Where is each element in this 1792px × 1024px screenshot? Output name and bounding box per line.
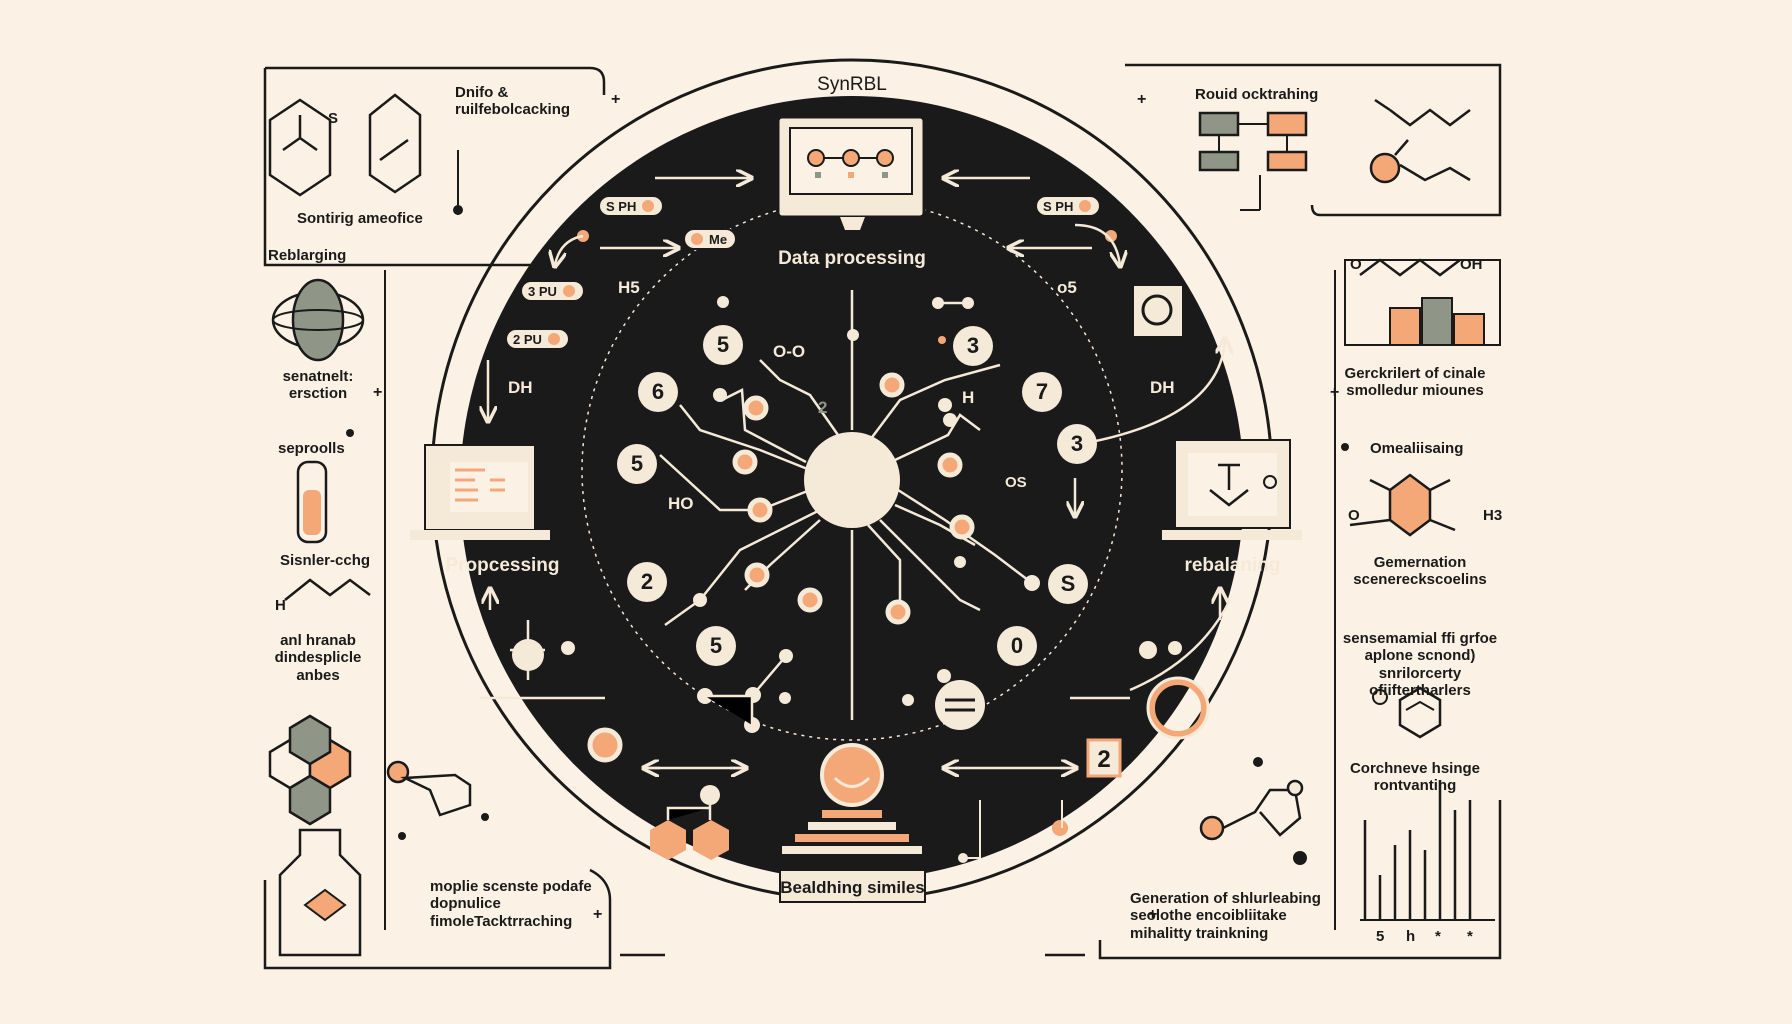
chart-tick-2: h xyxy=(1406,928,1416,945)
s-mark: S xyxy=(328,110,339,127)
rebalaning-label: rebalaning xyxy=(1184,555,1281,576)
lamp-icon xyxy=(820,743,884,807)
chart-tick-1: 5 xyxy=(1376,928,1385,945)
number-node: 3 xyxy=(953,326,993,366)
test-tube-icon xyxy=(296,460,328,544)
chart-tick-3: * xyxy=(1435,928,1441,945)
ho-inner: HO xyxy=(668,494,694,513)
left-bottom-box xyxy=(263,868,612,970)
number-node: 6 xyxy=(638,372,678,412)
data-processing-label: Data processing xyxy=(778,248,926,269)
bottle-icon xyxy=(278,828,362,957)
molecule-oh: OH xyxy=(1460,256,1483,273)
right-bottom-box-label: Generation of shlurleabing seolothe enco… xyxy=(1130,890,1321,942)
gemernation-label: Gemernation scenereckscoelins xyxy=(1353,554,1487,589)
number-node: S xyxy=(1048,564,1088,604)
h-inner: H xyxy=(962,388,975,407)
svg-text:+: + xyxy=(1330,384,1339,401)
corchneve-label: Corchneve hsinge rontvanting xyxy=(1349,760,1481,795)
number-node: 0 xyxy=(997,626,1037,666)
dh-left: DH xyxy=(508,378,533,397)
left-top-box-label: Dnifo & ruilfebolcacking xyxy=(455,84,571,119)
oo-inner: O-O xyxy=(773,342,806,361)
benzene-icon xyxy=(1398,686,1442,739)
node xyxy=(732,449,758,475)
molecule-o: O xyxy=(1350,256,1362,273)
number-node: 5 xyxy=(696,626,736,666)
number-node: 3 xyxy=(1057,424,1097,464)
diagram-title: SynRBL xyxy=(817,74,887,95)
senatnelt-label: senatnelt: ersction xyxy=(282,368,354,403)
pill-s-ph-right: S PH xyxy=(1035,195,1102,217)
hex-icon-1 xyxy=(268,98,332,197)
hs-label: H5 xyxy=(618,278,640,297)
flow-box-1 xyxy=(1198,111,1240,137)
svg-text:+: + xyxy=(1148,906,1157,923)
os-inner: OS xyxy=(1005,474,1027,491)
box-num: 2 xyxy=(1097,746,1111,773)
number-node: 5 xyxy=(617,444,657,484)
right-top-box xyxy=(1125,63,1502,217)
reblarging-label: Reblarging xyxy=(268,247,347,264)
pill-3-pu: 3 PU xyxy=(520,280,585,302)
sisnler-label: Sisnler-cchg xyxy=(280,552,371,569)
dh-right: DH xyxy=(1150,378,1175,397)
bar-1 xyxy=(1389,307,1421,346)
left-bottom-box-label: moplie scenste podafe dopnulice fimoleTa… xyxy=(430,878,592,930)
seproolls-label: seproolls xyxy=(278,440,345,457)
bar-2 xyxy=(1421,297,1453,346)
svg-text:+: + xyxy=(1137,91,1146,108)
chart-tick-4: * xyxy=(1467,928,1473,945)
number-node: 5 xyxy=(703,325,743,365)
o-mark: O xyxy=(1348,507,1360,524)
number-node: 7 xyxy=(1022,372,1062,412)
and-hranab-label: anl hranab dindesplicle anbes xyxy=(274,632,362,684)
pill-2-pu: 2 PU xyxy=(505,328,570,350)
omealiisaing-label: Omealiisaing xyxy=(1370,440,1464,457)
bealdhing-label: Bealdhing similes xyxy=(780,878,925,897)
sensemamial-label: sensemamial ffi grfoe aplone scnond) snr… xyxy=(1342,630,1498,699)
pill-s-ph-left: S PH xyxy=(598,195,665,217)
h-mark: H xyxy=(275,597,286,614)
right-bottom-box xyxy=(1098,800,1502,960)
central-hub xyxy=(804,432,900,528)
o5-label: o5 xyxy=(1057,278,1077,297)
inner-orbit xyxy=(581,199,1123,741)
svg-text:+: + xyxy=(611,91,620,108)
right-top-box-label: Rouid ocktrahing xyxy=(1195,86,1319,103)
left-top-caption: Sontirig ameofice xyxy=(297,210,423,227)
svg-text:+: + xyxy=(373,384,382,401)
two-inner: 2 xyxy=(818,398,828,417)
flow-box-2 xyxy=(1266,111,1308,137)
bar-3 xyxy=(1453,313,1485,346)
hex-icon-2 xyxy=(368,93,422,194)
h3-mark: H3 xyxy=(1483,507,1503,524)
number-node: 2 xyxy=(627,562,667,602)
spike-chart xyxy=(1363,780,1472,920)
propcessing-label: Propcessing xyxy=(445,555,560,576)
left-top-box xyxy=(263,66,606,267)
svg-text:+: + xyxy=(593,906,602,923)
gerckrilert-label: Gerckrilert of cinale smolledur miounes xyxy=(1344,365,1486,400)
pill-me: Me xyxy=(683,228,738,250)
